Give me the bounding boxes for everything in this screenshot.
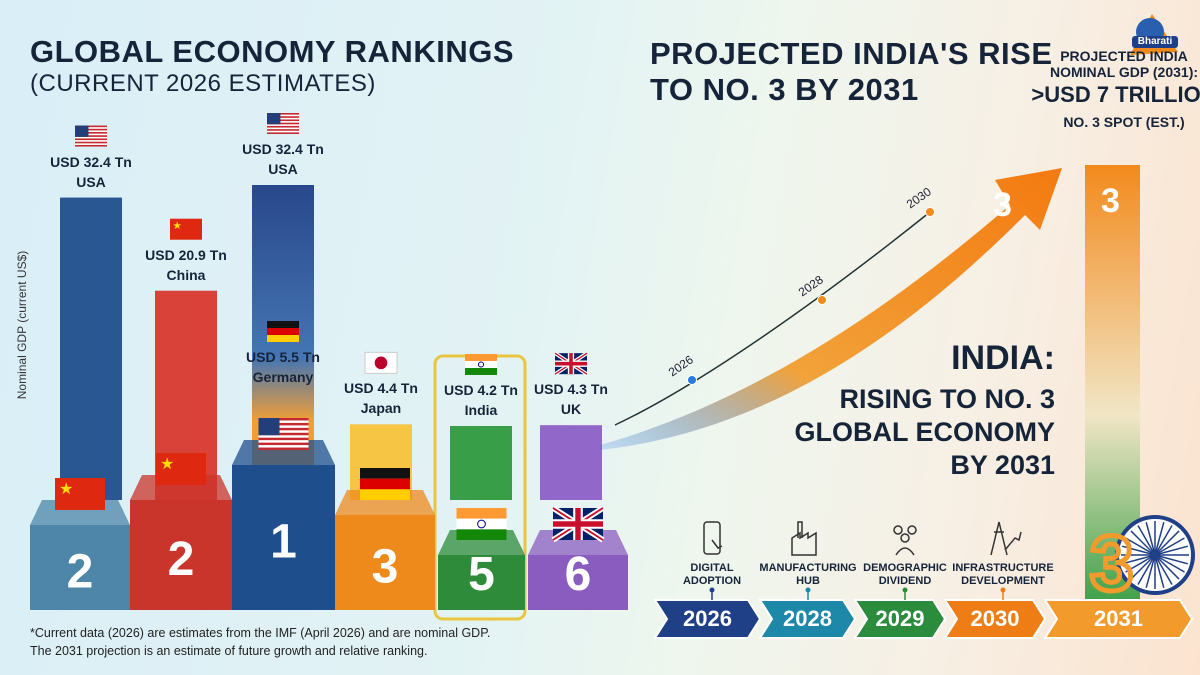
right-title-line1: PROJECTED INDIA'S RISE: [650, 36, 1053, 71]
timeline-driver-label: DEVELOPMENT: [961, 575, 1045, 587]
logo: [1130, 14, 1178, 55]
logo-text: Bharati: [1137, 36, 1173, 47]
bar-india: [450, 425, 512, 500]
bar-country-label: Japan: [360, 400, 402, 417]
podium-block-rank-1: 1: [232, 440, 335, 610]
people-icon: [893, 525, 917, 556]
factory-icon: [791, 521, 817, 556]
gb-flag-icon: [553, 351, 589, 376]
smartphone-touch-icon: [703, 521, 723, 555]
gb-flag-icon: [551, 505, 605, 543]
podium-rank-number: 1: [270, 516, 297, 569]
bar-country-label: USA: [76, 173, 106, 190]
y-axis-label: Nominal GDP (current US$): [15, 250, 29, 400]
trend-point-2028: [817, 295, 827, 305]
bar-value-label: USD 32.4 Tn: [242, 141, 324, 157]
podium-rank-number: 2: [168, 533, 195, 586]
bar-value-label: USD 5.5 Tn: [246, 349, 320, 365]
de-flag-icon: [267, 321, 299, 342]
cn-flag-icon: ★: [156, 453, 206, 485]
svg-text:★: ★: [59, 481, 73, 498]
projection-spot: NO. 3 SPOT (EST.): [1063, 114, 1185, 130]
cn-flag-icon: ★: [170, 218, 202, 240]
right-title-line2: TO NO. 3 BY 2031: [650, 72, 919, 107]
headline-line3: GLOBAL ECONOMY: [794, 417, 1055, 447]
jp-flag-icon: [364, 351, 398, 374]
left-title: GLOBAL ECONOMY RANKINGS: [30, 34, 514, 69]
bar-uk: [540, 425, 602, 500]
podium-rank-number: 3: [372, 541, 399, 594]
thirty-emblem: 3: [1090, 519, 1133, 607]
bar-value-label: USD 4.4 Tn: [344, 380, 418, 397]
projection-line2: NOMINAL GDP (2031):: [1049, 64, 1199, 80]
podium-block-rank-5: 5: [438, 530, 525, 610]
headline-line1: INDIA:: [951, 339, 1055, 377]
timeline-driver-label: MANUFACTURING: [759, 562, 857, 574]
timeline-segment-2028: [758, 599, 857, 639]
de-flag-icon: [360, 468, 410, 500]
timeline-segment-2031: [1043, 599, 1194, 639]
column-rank: 3: [1101, 182, 1120, 220]
bar-value-label: USD 32.4 Tn: [50, 153, 132, 170]
bar-country-label: Germany: [252, 369, 314, 385]
footnote-line1: *Current data (2026) are estimates from …: [30, 626, 491, 640]
trend-line: [614, 211, 931, 426]
bar-country-label: UK: [560, 401, 582, 418]
podium-block-rank-3: 3: [335, 490, 435, 610]
bar-country-label: India: [464, 401, 498, 418]
timeline-year: 2030: [970, 606, 1020, 631]
timeline-driver-label: DIGITAL: [690, 562, 734, 574]
svg-text:★: ★: [173, 220, 183, 232]
us-flag-icon: [267, 113, 299, 134]
headline-line2: RISING TO NO. 3: [839, 384, 1055, 414]
timeline-driver-label: DEMOGRAPHIC: [863, 562, 947, 574]
timeline-year: 2031: [1094, 606, 1143, 631]
podium-block-rank-2: 2: [130, 475, 232, 610]
timeline-segment-2030: [943, 599, 1047, 639]
projection-line1: PROJECTED INDIA: [1060, 48, 1188, 64]
podium-rank-number: 5: [468, 548, 495, 601]
us-flag-icon: [258, 418, 309, 450]
trend-point-2030: [925, 207, 935, 217]
arrow-rank: 3: [993, 186, 1012, 224]
podium-block-rank-2: 2: [30, 500, 130, 610]
timeline-driver-label: DIVIDEND: [878, 575, 932, 587]
in-flag-icon: [465, 353, 497, 375]
left-subtitle: (CURRENT 2026 ESTIMATES): [30, 70, 376, 97]
ashoka-chakra-icon: [1115, 515, 1195, 595]
projection-value: >USD 7 TRILLION: [1031, 82, 1200, 107]
power-tower-icon: [990, 521, 1022, 556]
podium-block-rank-6: 6: [528, 530, 628, 610]
timeline-driver-label: ADOPTION: [682, 575, 742, 587]
timeline-driver-label: INFRASTRUCTURE: [952, 562, 1054, 574]
bar-value-label: USD 4.2 Tn: [444, 381, 518, 398]
bar-country-label: USA: [268, 161, 298, 177]
footnote-line2: The 2031 projection is an estimate of fu…: [30, 644, 428, 658]
podium-rank-number: 6: [565, 548, 592, 601]
trend-point-2026: [687, 375, 697, 385]
timeline-year: 2026: [683, 606, 732, 631]
us-flag-icon: [75, 125, 107, 147]
bar-country-label: China: [166, 266, 206, 283]
svg-text:★: ★: [160, 456, 174, 473]
podium-rank-number: 2: [67, 546, 94, 599]
rise-arrow: [600, 168, 1062, 450]
timeline-driver-label: HUB: [796, 575, 820, 587]
bar-value-label: USD 4.3 Tn: [534, 381, 608, 398]
headline-line4: BY 2031: [950, 450, 1055, 480]
cn-flag-icon: ★: [55, 478, 105, 510]
timeline-year: 2029: [875, 606, 925, 631]
timeline-segment-2029: [853, 599, 947, 639]
timeline-segment-2026: [653, 599, 762, 639]
bar-value-label: USD 20.9 Tn: [145, 246, 227, 263]
timeline-year: 2028: [783, 606, 832, 631]
in-flag-icon: [456, 508, 507, 540]
bar-usa: [60, 197, 122, 500]
